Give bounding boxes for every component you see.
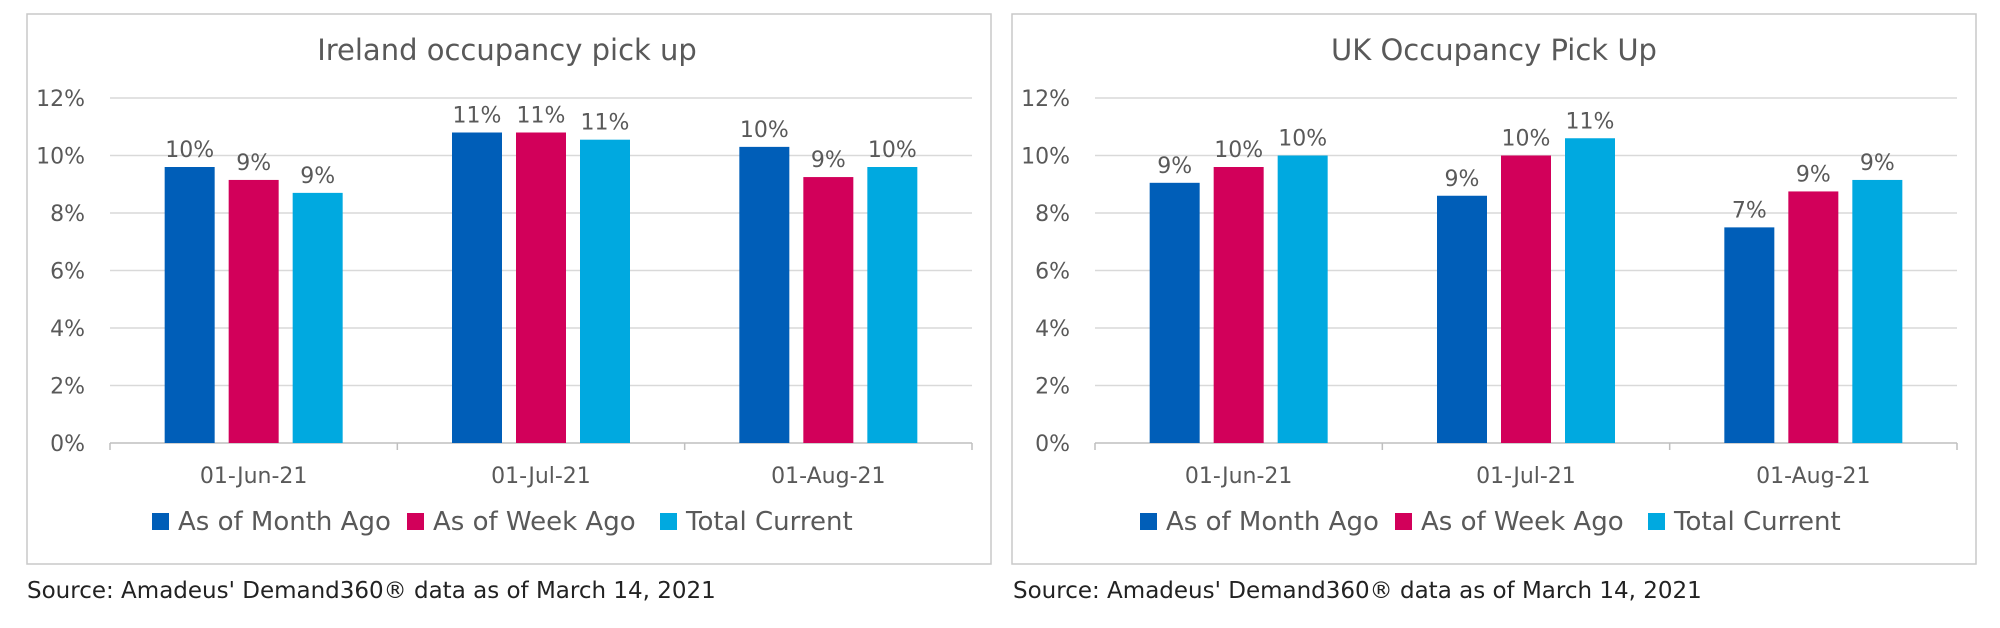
y-tick-label: 10%	[36, 145, 85, 170]
chart-title: Ireland occupancy pick up	[317, 33, 697, 67]
legend-label: As of Month Ago	[1166, 507, 1379, 537]
y-tick-label: 0%	[1035, 432, 1070, 457]
uk-occupancy-chart: UK Occupancy Pick Up 0% 2% 4% 6% 8% 10% 12% 9% 10…	[1011, 13, 1977, 565]
data-label: 9%	[1860, 151, 1895, 176]
legend-swatch	[1395, 513, 1412, 530]
bar	[803, 177, 854, 443]
data-label: 11%	[453, 104, 502, 129]
bar	[1437, 195, 1487, 443]
bar	[1149, 182, 1200, 443]
chart-legend: As of Month Ago As of Week Ago Total Curre…	[152, 507, 853, 537]
bar	[1724, 227, 1775, 443]
bar	[228, 179, 279, 443]
bar	[739, 146, 790, 443]
bar	[1501, 155, 1551, 443]
data-label: 7%	[1732, 198, 1767, 223]
y-tick-label: 2%	[50, 375, 85, 400]
bar	[292, 192, 343, 443]
data-label: 10%	[740, 118, 789, 143]
legend-label: Total Current	[685, 507, 853, 537]
data-label: 10%	[868, 138, 917, 163]
legend-label: Total Current	[1673, 507, 1841, 537]
bar	[1852, 179, 1903, 443]
y-tick-label: 4%	[50, 317, 85, 342]
source-note: Source: Amadeus' Demand360® data as of M…	[27, 578, 716, 604]
x-tick-label: 01-Aug-21	[771, 464, 885, 489]
legend-swatch	[1648, 513, 1665, 530]
data-label: 10%	[1502, 127, 1551, 152]
bar	[452, 132, 502, 443]
data-label: 10%	[1278, 127, 1327, 152]
data-label: 11%	[1566, 109, 1615, 134]
y-tick-label: 8%	[50, 202, 85, 227]
legend-swatch	[1140, 513, 1157, 530]
data-label: 11%	[581, 111, 630, 136]
data-label: 11%	[517, 104, 566, 129]
bar	[867, 167, 918, 443]
bar	[1565, 138, 1615, 443]
x-tick-label: 01-Jun-21	[200, 464, 307, 489]
source-note: Source: Amadeus' Demand360® data as of M…	[1013, 578, 1702, 604]
legend-swatch	[152, 513, 169, 530]
chart-title: UK Occupancy Pick Up	[1331, 33, 1657, 67]
data-label: 9%	[300, 164, 335, 189]
y-tick-label: 4%	[1035, 317, 1070, 342]
data-label: 9%	[236, 151, 271, 176]
y-tick-label: 6%	[1035, 260, 1070, 285]
data-label: 10%	[165, 138, 214, 163]
ireland-chart-panel: Ireland occupancy pick up 0% 2% 4% 6% 8% 10% 12…	[26, 13, 992, 604]
y-tick-label: 8%	[1035, 202, 1070, 227]
y-tick-label: 2%	[1035, 375, 1070, 400]
bar	[164, 167, 215, 443]
x-tick-label: 01-Jul-21	[491, 464, 591, 489]
x-tick-label: 01-Jun-21	[1185, 464, 1292, 489]
legend-swatch	[407, 513, 424, 530]
bar	[1277, 155, 1328, 443]
bar	[516, 132, 566, 443]
legend-swatch	[660, 513, 677, 530]
legend-label: As of Month Ago	[178, 507, 391, 537]
legend-label: As of Week Ago	[1421, 507, 1624, 537]
bar	[1788, 191, 1839, 443]
y-tick-label: 0%	[50, 432, 85, 457]
data-label: 9%	[811, 148, 846, 173]
ireland-occupancy-chart: Ireland occupancy pick up 0% 2% 4% 6% 8% 10% 12…	[26, 13, 992, 565]
data-label: 9%	[1796, 162, 1831, 187]
y-tick-label: 12%	[1021, 87, 1070, 112]
y-tick-label: 6%	[50, 260, 85, 285]
y-tick-label: 12%	[36, 87, 85, 112]
x-tick-label: 01-Jul-21	[1476, 464, 1576, 489]
x-tick-label: 01-Aug-21	[1756, 464, 1870, 489]
data-label: 9%	[1445, 167, 1480, 192]
chart-legend: As of Month Ago As of Week Ago Total Curre…	[1140, 507, 1841, 537]
data-label: 10%	[1214, 138, 1263, 163]
y-tick-label: 10%	[1021, 145, 1070, 170]
data-label: 9%	[1157, 154, 1192, 179]
bar	[580, 139, 630, 443]
bar	[1213, 167, 1264, 443]
legend-label: As of Week Ago	[433, 507, 636, 537]
uk-chart-panel: UK Occupancy Pick Up 0% 2% 4% 6% 8% 10% 12% 9% 10…	[1000, 0, 2000, 628]
